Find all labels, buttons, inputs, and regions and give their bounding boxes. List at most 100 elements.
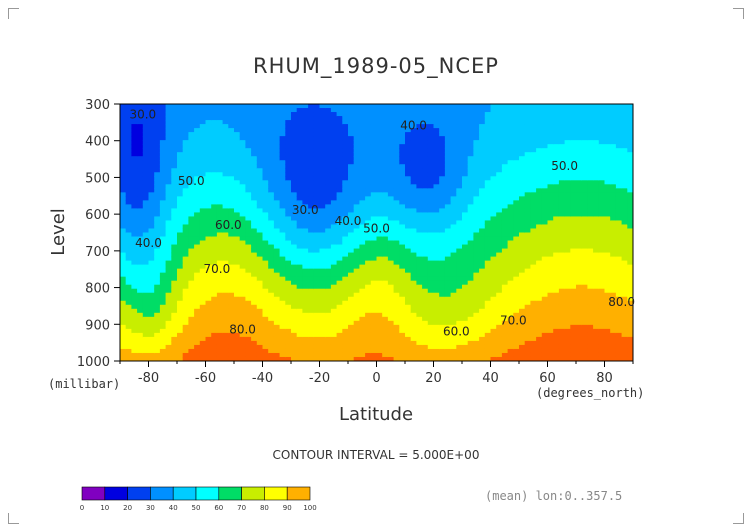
field-cell bbox=[296, 228, 303, 234]
field-cell bbox=[507, 232, 514, 238]
field-cell bbox=[296, 156, 303, 161]
field-cell bbox=[513, 308, 520, 314]
field-cell bbox=[142, 184, 150, 189]
field-cell bbox=[484, 320, 492, 326]
field-cell bbox=[473, 292, 480, 298]
field-cell bbox=[536, 284, 543, 290]
field-cell bbox=[382, 124, 389, 129]
field-cell bbox=[330, 176, 338, 181]
field-cell bbox=[308, 204, 315, 210]
field-cell bbox=[399, 240, 406, 246]
field-cell bbox=[439, 192, 446, 197]
field-cell bbox=[547, 116, 554, 121]
field-cell bbox=[251, 280, 258, 286]
field-cell bbox=[148, 276, 155, 282]
field-cell bbox=[558, 200, 566, 205]
field-cell bbox=[490, 196, 497, 201]
field-cell bbox=[228, 180, 235, 185]
field-cell bbox=[410, 328, 417, 334]
field-cell bbox=[513, 320, 520, 326]
field-cell bbox=[177, 332, 184, 338]
field-cell bbox=[393, 228, 400, 234]
field-cell bbox=[330, 300, 338, 306]
field-cell bbox=[365, 240, 372, 246]
field-cell bbox=[199, 292, 207, 298]
field-cell bbox=[137, 296, 144, 302]
field-cell bbox=[159, 220, 167, 226]
field-cell bbox=[125, 208, 132, 214]
field-cell bbox=[433, 284, 440, 290]
field-cell bbox=[422, 144, 429, 149]
field-cell bbox=[302, 328, 309, 334]
field-cell bbox=[256, 140, 264, 145]
field-cell bbox=[131, 108, 138, 113]
field-cell bbox=[473, 196, 480, 201]
field-cell bbox=[154, 336, 161, 342]
field-cell bbox=[188, 316, 195, 322]
field-cell bbox=[165, 260, 172, 266]
field-cell bbox=[541, 224, 549, 230]
field-cell bbox=[365, 248, 372, 254]
field-cell bbox=[302, 316, 309, 322]
field-cell bbox=[302, 232, 309, 238]
field-cell bbox=[308, 224, 315, 230]
field-cell bbox=[159, 304, 167, 310]
field-cell bbox=[427, 240, 435, 246]
field-cell bbox=[228, 276, 235, 282]
field-cell bbox=[558, 352, 566, 358]
field-cell bbox=[268, 112, 275, 117]
field-cell bbox=[496, 204, 503, 210]
field-cell bbox=[313, 132, 321, 137]
field-cell bbox=[450, 176, 457, 181]
field-cell bbox=[467, 348, 474, 354]
field-cell bbox=[120, 192, 127, 197]
field-cell bbox=[171, 116, 178, 121]
field-cell bbox=[239, 180, 246, 185]
field-cell bbox=[456, 260, 463, 266]
field-cell bbox=[308, 104, 315, 109]
field-cell bbox=[313, 136, 321, 141]
field-cell bbox=[558, 252, 566, 258]
field-cell bbox=[536, 180, 543, 185]
field-cell bbox=[416, 304, 423, 310]
field-cell bbox=[536, 280, 543, 286]
field-cell bbox=[268, 224, 275, 230]
field-cell bbox=[393, 116, 400, 121]
field-cell bbox=[154, 256, 161, 262]
field-cell bbox=[234, 164, 241, 169]
field-cell bbox=[142, 120, 150, 125]
field-cell bbox=[194, 188, 201, 193]
field-cell bbox=[382, 308, 389, 314]
field-cell bbox=[205, 140, 212, 145]
field-cell bbox=[245, 256, 252, 262]
field-cell bbox=[541, 356, 549, 361]
field-cell bbox=[553, 324, 560, 330]
field-cell bbox=[268, 324, 275, 330]
field-cell bbox=[365, 296, 372, 302]
field-cell bbox=[353, 316, 360, 322]
field-cell bbox=[439, 112, 446, 117]
field-cell bbox=[427, 304, 435, 310]
field-cell bbox=[410, 208, 417, 214]
field-cell bbox=[490, 128, 497, 133]
field-cell bbox=[422, 304, 429, 310]
field-cell bbox=[222, 232, 229, 238]
field-cell bbox=[382, 336, 389, 342]
field-cell bbox=[393, 292, 400, 298]
field-cell bbox=[422, 212, 429, 218]
field-cell bbox=[239, 112, 246, 117]
field-cell bbox=[291, 324, 298, 330]
field-cell bbox=[541, 176, 549, 181]
field-cell bbox=[382, 300, 389, 306]
field-cell bbox=[547, 120, 554, 125]
field-cell bbox=[541, 220, 549, 226]
field-cell bbox=[188, 232, 195, 238]
field-cell bbox=[154, 328, 161, 334]
field-cell bbox=[308, 228, 315, 234]
field-cell bbox=[382, 284, 389, 290]
field-cell bbox=[171, 276, 178, 282]
field-cell bbox=[422, 108, 429, 113]
field-cell bbox=[393, 124, 400, 129]
field-cell bbox=[348, 140, 355, 145]
field-cell bbox=[342, 300, 349, 306]
